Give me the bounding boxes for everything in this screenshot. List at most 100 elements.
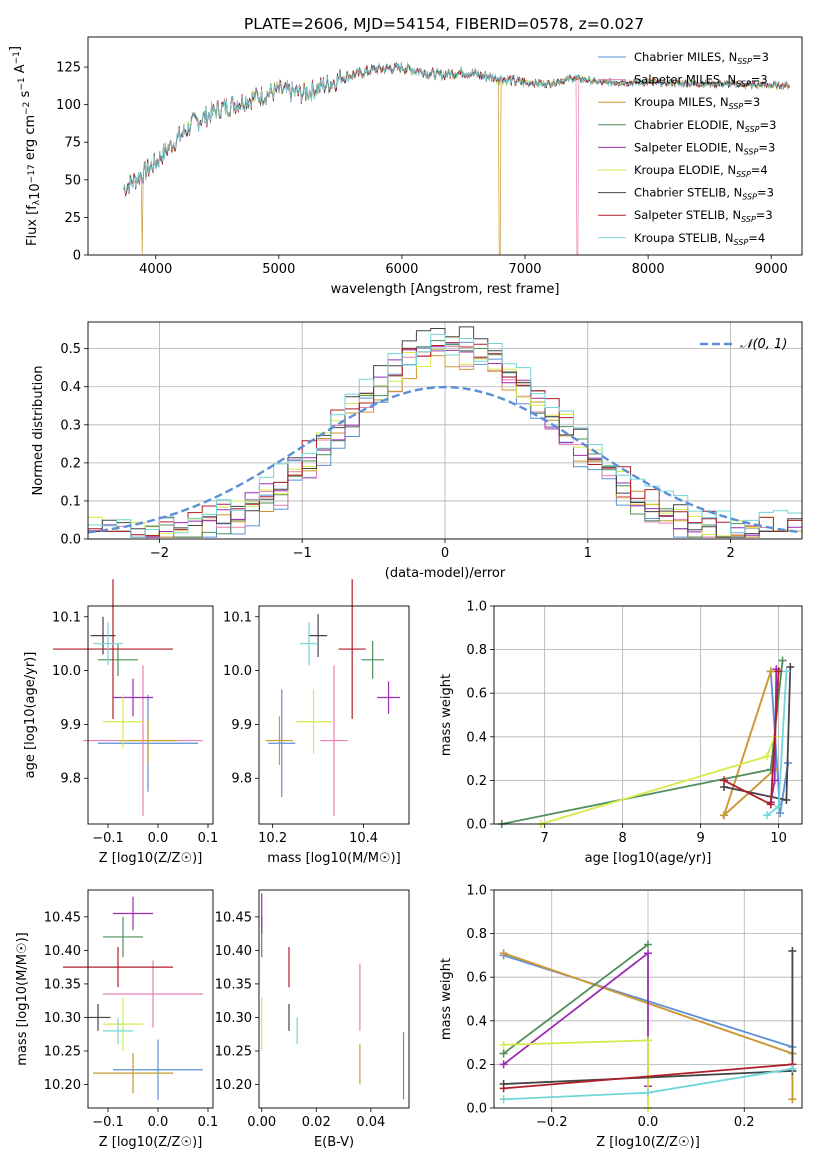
weight_vs_Z-lines: [499, 940, 797, 1112]
legend-nssp: =3: [760, 118, 777, 132]
weight_vs_Z-ylabel: mass weight: [439, 958, 454, 1040]
weight-marker: [778, 656, 787, 665]
x-tick-label: 7000: [508, 262, 541, 277]
weight-marker: [499, 1084, 508, 1093]
legend-subscript: SSP: [741, 215, 756, 224]
y-tick-label: 10.35: [215, 977, 252, 992]
weight-marker: [788, 947, 797, 956]
age_vs_Z-xlabel: Z [log10(Z/Z☉)]: [99, 851, 203, 866]
y-tick-label: 10.40: [215, 944, 252, 959]
spectrum-line-kroupa-stelib: [123, 62, 791, 194]
y-tick-label: 10.45: [215, 910, 252, 925]
legend-nssp: =3: [756, 208, 773, 222]
mass_vs_ebv-points: [261, 893, 405, 1100]
spectrum-xlabel: wavelength [Angstrom, rest frame]: [331, 282, 560, 297]
x-tick-label: 0.04: [356, 1115, 385, 1130]
age_vs_mass-points: [265, 579, 400, 816]
y-tick-label: 0.8: [466, 643, 487, 658]
y-tick-label: 0.2: [466, 774, 487, 789]
weight_vs_Z-frame: [493, 889, 803, 1109]
mass_vs_Z-points: [63, 896, 203, 1100]
y-tick-label: 125: [56, 61, 81, 76]
y-tick-label: 10.1: [223, 610, 252, 625]
y-tick-label: 10.25: [215, 1044, 252, 1059]
x-tick-label: −0.1: [92, 831, 124, 846]
weight-marker: [644, 949, 652, 958]
legend-subscript: SSP: [736, 80, 751, 89]
y-tick-label: 9.8: [60, 772, 81, 787]
spectrum-ylabel-part: erg cm: [23, 115, 38, 164]
legend-nssp: =3: [757, 186, 774, 200]
weight-marker: [762, 811, 771, 820]
gaussian-legend-label: 𝒩(0, 1): [740, 337, 787, 352]
x-tick-label: 9: [696, 831, 704, 846]
spectrum-ylabel-part: λ: [32, 199, 42, 205]
x-tick-label: 2: [726, 546, 734, 561]
y-tick-label: 0.0: [466, 1102, 487, 1117]
weight-line-salpeter-stelib: [503, 1063, 793, 1090]
legend-label: Chabrier STELIB, NSSP=3: [634, 186, 774, 202]
spectrum-ylabel-part: −1: [17, 77, 27, 90]
age_vs_Z-frame: [87, 605, 214, 825]
weight-marker: [499, 1049, 508, 1058]
age_vs_mass-frame: [258, 605, 410, 825]
weight_vs_age-xlabel: age [log10(age/yr)]: [585, 851, 712, 866]
spectrum-ylabel-part: s: [18, 90, 33, 101]
weight_vs_Z-xlabel: Z [log10(Z/Z☉)]: [596, 1135, 700, 1150]
spectrum-line-salpeter-miles: [123, 61, 791, 255]
legend-nssp: =4: [751, 163, 768, 177]
weight_vs_age-axes: 7 8 9 10 0.0 0.2 0.4 0.6 0.8 1.0: [466, 600, 802, 846]
weight_vs_age-lines: [497, 656, 795, 828]
weight-marker: [644, 940, 652, 949]
spectrum-ylabel-part: −17: [27, 164, 37, 183]
legend-subscript: SSP: [744, 147, 759, 156]
x-tick-label: −0.1: [92, 1115, 124, 1130]
mass_vs_Z-frame: [87, 889, 214, 1109]
age_vs_mass-axes: 10.2 10.4 9.8 9.9 10.0 10.1: [223, 610, 378, 846]
spectrum-ylabel: Flux [fλ10−17 erg cm−2 s−1 A−1]: [8, 46, 43, 246]
mass_vs_ebv-axes: 0.00 0.02 0.04 10.20 10.25 10.30 10.35 10.40 10.…: [215, 910, 386, 1130]
x-tick-label: 1: [584, 546, 592, 561]
weight-marker: [766, 667, 775, 676]
weight-line-salpeter-stelib: [723, 671, 780, 806]
x-tick-label: 10: [770, 831, 787, 846]
y-tick-label: 10.35: [44, 977, 81, 992]
y-tick-label: 10.25: [44, 1044, 81, 1059]
x-tick-label: −0.2: [536, 1115, 568, 1130]
y-tick-label: 9.9: [60, 718, 81, 733]
weight-marker: [766, 800, 775, 809]
weight-marker: [788, 1095, 797, 1104]
y-tick-label: 10.0: [223, 664, 252, 679]
age_vs_mass-xlabel: mass [log10(M/M☉)]: [267, 851, 400, 866]
legend-label: Chabrier ELODIE, NSSP=3: [634, 118, 776, 134]
y-tick-label: 0.0: [466, 818, 487, 833]
x-tick-label: 7: [541, 831, 549, 846]
y-tick-label: 0.6: [466, 971, 487, 986]
x-tick-label: 10.4: [349, 831, 378, 846]
spectrum-ylabel-part: 10: [28, 183, 43, 200]
legend-label: Salpeter ELODIE, NSSP=3: [634, 140, 775, 156]
y-tick-label: 9.8: [231, 772, 252, 787]
x-tick-label: 0.1: [198, 1115, 219, 1130]
weight-marker: [774, 667, 783, 676]
x-tick-label: 5000: [262, 262, 295, 277]
weight-marker: [499, 949, 508, 958]
y-tick-label: 0.4: [466, 1014, 487, 1029]
y-tick-label: 0.3: [60, 418, 81, 433]
x-tick-label: 10.2: [258, 831, 287, 846]
y-tick-label: 0.2: [466, 1058, 487, 1073]
x-tick-label: −1: [293, 546, 312, 561]
mass_vs_Z-xlabel: Z [log10(Z/Z☉)]: [99, 1135, 203, 1150]
weight_vs_age-frame: [493, 605, 803, 825]
legend-model-name: Salpeter MILES, N: [634, 73, 736, 87]
y-tick-label: 0.8: [466, 927, 487, 942]
x-tick-label: 0.0: [148, 1115, 169, 1130]
legend-model-name: Kroupa MILES, N: [634, 95, 729, 109]
y-tick-label: 0.4: [466, 730, 487, 745]
spectrum-ylabel-part: ]: [8, 46, 23, 51]
legend-subscript: SSP: [729, 102, 744, 111]
y-tick-label: 9.9: [231, 718, 252, 733]
gaussian-curve: [87, 385, 803, 534]
x-tick-label: 0.02: [302, 1115, 331, 1130]
